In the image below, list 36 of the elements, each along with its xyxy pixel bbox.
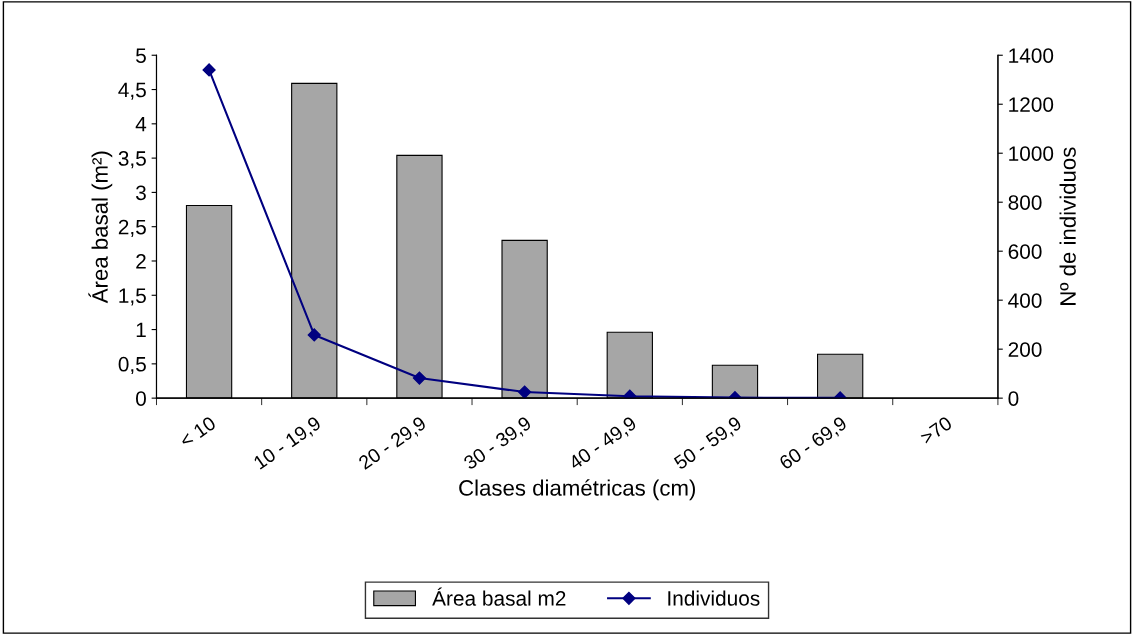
y-axis-title: Área basal (m²) xyxy=(88,151,113,304)
y-tick-label: 0,5 xyxy=(118,356,146,375)
legend-label: Individuos xyxy=(668,590,760,606)
y-tick-label: 3,5 xyxy=(118,151,146,169)
x-tick-label: 10 - 19,9 xyxy=(252,415,324,472)
y2-tick-label: 1000 xyxy=(1009,146,1054,161)
point xyxy=(202,63,216,77)
y2-tick-label: 200 xyxy=(1008,342,1042,357)
y2-tick-label: 800 xyxy=(1008,195,1042,210)
x-tick-label: 30 - 39,9 xyxy=(462,415,534,472)
y-tick-label: 2 xyxy=(136,253,146,269)
point xyxy=(518,385,532,399)
point xyxy=(307,328,321,342)
x-tick-label: >70 xyxy=(919,415,953,445)
y2-axis-title: Nº de individuos xyxy=(1059,147,1076,305)
y2-tick-label: 1400 xyxy=(1009,48,1054,63)
y2-tick-label: 0 xyxy=(1008,391,1019,406)
y-tick-label: 4 xyxy=(135,117,147,132)
x-tick-label: 60 - 69,9 xyxy=(778,415,849,472)
x-tick-label: 50 - 59,9 xyxy=(673,415,744,472)
y2-tick-label: 1200 xyxy=(1009,97,1054,112)
y-tick-label: 3 xyxy=(135,185,146,201)
y-tick-label: 1,5 xyxy=(119,288,146,306)
legend-label: Área basal m2 xyxy=(432,587,566,606)
x-axis-title: Clases diamétricas (cm) xyxy=(459,479,695,501)
y-tick-label: 2,5 xyxy=(118,219,146,237)
y-tick-label: 5 xyxy=(136,48,146,63)
y2-tick-label: 600 xyxy=(1008,244,1042,259)
x-tick-label: 40 - 49,9 xyxy=(567,415,639,473)
y-tick-label: 1 xyxy=(136,322,146,338)
x-tick-label: < 10 xyxy=(178,415,217,448)
y-tick-label: 0 xyxy=(136,391,146,406)
point xyxy=(412,371,427,385)
x-tick-label: 20 - 29,9 xyxy=(357,415,429,472)
y-tick-label: 4,5 xyxy=(118,82,146,100)
y2-tick-label: 400 xyxy=(1008,293,1042,308)
